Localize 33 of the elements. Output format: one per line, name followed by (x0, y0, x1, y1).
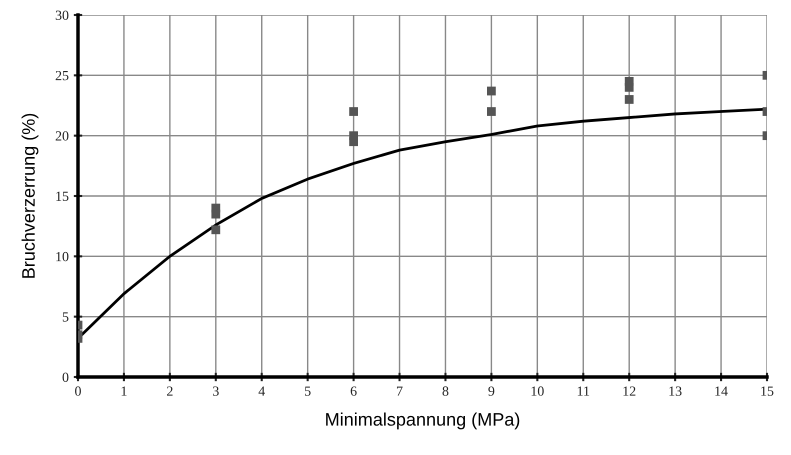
x-tick-label: 6 (350, 386, 357, 396)
x-tick-label: 15 (761, 386, 774, 396)
point (349, 137, 358, 146)
x-tick-label: 0 (75, 386, 81, 396)
x-tick-label: 9 (488, 386, 494, 396)
x-tick-label: 3 (212, 386, 219, 396)
point (624, 95, 634, 104)
point (211, 210, 220, 218)
y-tick-label: 15 (56, 192, 68, 201)
x-tick-label: 2 (167, 386, 173, 396)
point (624, 83, 634, 92)
point (211, 225, 220, 234)
y-tick-label: 20 (56, 131, 68, 141)
y-tick-label: 25 (56, 70, 68, 80)
point (487, 86, 496, 96)
x-tick-label: 4 (258, 386, 265, 396)
point (487, 107, 496, 116)
y-tick-label: 0 (62, 372, 68, 382)
y-tick-label: 10 (56, 252, 68, 262)
x-axis-title: Minimalspannung (MPa) (326, 412, 520, 430)
x-tick-label: 11 (578, 386, 590, 396)
x-tick-label: 14 (715, 386, 728, 396)
x-tick-label: 10 (532, 386, 544, 396)
y-axis-title: Bruchverzerrung (%) (22, 114, 38, 278)
point (349, 107, 358, 116)
y-tick-label: 5 (62, 312, 68, 322)
y-tick-label: 30 (56, 10, 68, 20)
x-tick-label: 5 (305, 386, 311, 396)
x-tick-label: 1 (122, 386, 127, 396)
x-tick-label: 13 (669, 386, 682, 396)
x-tick-label: 7 (396, 386, 403, 396)
x-tick-label: 12 (623, 386, 636, 396)
x-tick-label: 8 (442, 386, 448, 396)
